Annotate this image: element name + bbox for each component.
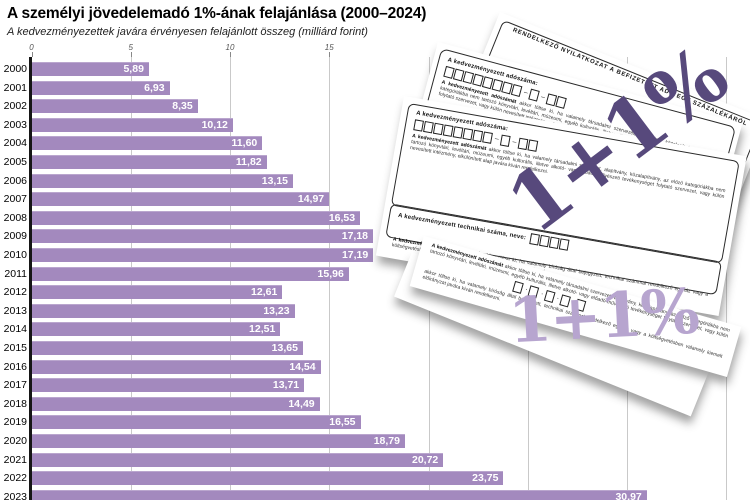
x-tick-mark	[329, 52, 331, 57]
year-label: 2021	[3, 453, 27, 466]
bar-value-label: 13,23	[263, 304, 290, 317]
year-label: 2008	[3, 211, 27, 224]
chart-bar: 13,23	[32, 303, 295, 318]
bar-value-label: 8,35	[172, 100, 193, 113]
chart-bar: 23,75	[32, 471, 504, 486]
chart-bar: 13,15	[32, 173, 294, 188]
chart-bar: 13,71	[32, 378, 305, 393]
bar-value-label: 11,82	[235, 156, 262, 168]
year-label: 2001	[3, 81, 27, 94]
year-label: 2022	[3, 472, 27, 485]
chart-bar: 13,65	[32, 341, 303, 355]
chart-bar: 10,12	[32, 117, 233, 132]
bar-value-label: 17,19	[341, 249, 369, 261]
x-tick-label: 10	[225, 43, 235, 52]
year-label: 2002	[3, 100, 27, 113]
bar-value-label: 11,60	[231, 137, 258, 150]
year-label: 2003	[3, 118, 27, 131]
year-label: 2013	[3, 304, 27, 317]
year-label: 2011	[4, 267, 27, 280]
box-separator: –	[540, 93, 546, 102]
chart-bar: 6,93	[32, 80, 170, 95]
bar-value-label: 6,93	[144, 81, 165, 94]
y-axis-line	[29, 57, 32, 500]
bar-value-label: 10,12	[201, 118, 228, 131]
x-tick-mark	[230, 52, 231, 57]
chart-bar: 17,18	[32, 229, 374, 244]
chart-bar: 17,19	[32, 248, 374, 262]
box-separator: –	[522, 89, 529, 97]
bar-value-label: 5,89	[123, 63, 144, 75]
x-tick-mark	[31, 52, 33, 57]
checkbox	[510, 84, 523, 97]
year-label: 2006	[3, 174, 27, 187]
chart-bar: 20,72	[32, 452, 444, 467]
one-plus-one-percent-light: 1+1%	[506, 274, 700, 358]
chart-bar: 14,97	[32, 192, 330, 207]
chart-bar: 8,35	[32, 99, 198, 114]
checkbox	[499, 134, 511, 147]
year-label: 2004	[3, 137, 27, 150]
year-label: 2007	[3, 193, 27, 206]
bar-value-label: 23,75	[472, 472, 499, 485]
year-label: 2023	[3, 490, 27, 500]
bar-value-label: 14,54	[289, 360, 316, 373]
chart-bar: 16,53	[32, 210, 361, 225]
bar-value-label: 13,71	[272, 379, 300, 392]
year-label: 2016	[3, 360, 27, 373]
x-tick-label: 0	[29, 43, 34, 52]
chart-bar: 15,96	[32, 266, 349, 281]
bar-value-label: 18,79	[373, 435, 400, 447]
bar-value-label: 14,97	[297, 193, 325, 206]
year-label: 2019	[3, 416, 27, 429]
checkbox	[528, 88, 540, 102]
bar-value-label: 14,49	[288, 397, 315, 410]
box-separator: –	[494, 135, 500, 144]
year-label: 2009	[3, 230, 27, 243]
year-label: 2010	[3, 249, 27, 261]
bar-value-label: 15,96	[317, 267, 344, 280]
box-separator: –	[511, 138, 518, 147]
bar-value-label: 12,51	[249, 323, 276, 336]
bar-value-label: 13,15	[261, 174, 289, 187]
year-label: 2000	[3, 63, 27, 75]
x-tick-label: 5	[128, 43, 133, 52]
bar-value-label: 16,53	[328, 211, 356, 224]
year-label: 2005	[3, 156, 27, 168]
bar-value-label: 12,61	[251, 286, 278, 299]
bar-value-label: 20,72	[412, 453, 439, 466]
x-tick-label: 15	[324, 43, 334, 52]
page-subtitle: A kedvezményezettek javára érvényesen fe…	[7, 26, 368, 38]
year-label: 2018	[3, 397, 27, 410]
chart-bar: 14,54	[32, 359, 321, 374]
year-label: 2017	[3, 379, 27, 392]
chart-bar: 11,82	[32, 155, 267, 169]
bar-value-label: 17,18	[341, 230, 369, 243]
bar-value-label: 13,65	[271, 342, 298, 354]
year-label: 2020	[3, 435, 27, 447]
bar-value-label: 16,55	[329, 416, 356, 429]
page-title: A személyi jövedelemadó 1%-ának felajánl…	[7, 5, 427, 22]
year-label: 2014	[3, 323, 27, 336]
x-tick-mark	[130, 52, 132, 57]
checkbox	[482, 131, 493, 144]
chart-bar: 30,97	[32, 489, 647, 500]
bar-value-label: 30,97	[615, 490, 642, 500]
chart-bar: 5,89	[32, 62, 149, 76]
year-label: 2012	[3, 286, 27, 299]
chart-bar: 14,49	[32, 396, 320, 411]
chart-bar: 11,60	[32, 136, 263, 151]
year-label: 2015	[3, 342, 27, 354]
chart-bar: 18,79	[32, 434, 405, 448]
checkbox	[555, 95, 567, 109]
chart-bar: 16,55	[32, 415, 361, 430]
chart-bar: 12,61	[32, 285, 283, 300]
gridline-35	[726, 57, 728, 500]
chart-bar: 12,51	[32, 322, 281, 337]
